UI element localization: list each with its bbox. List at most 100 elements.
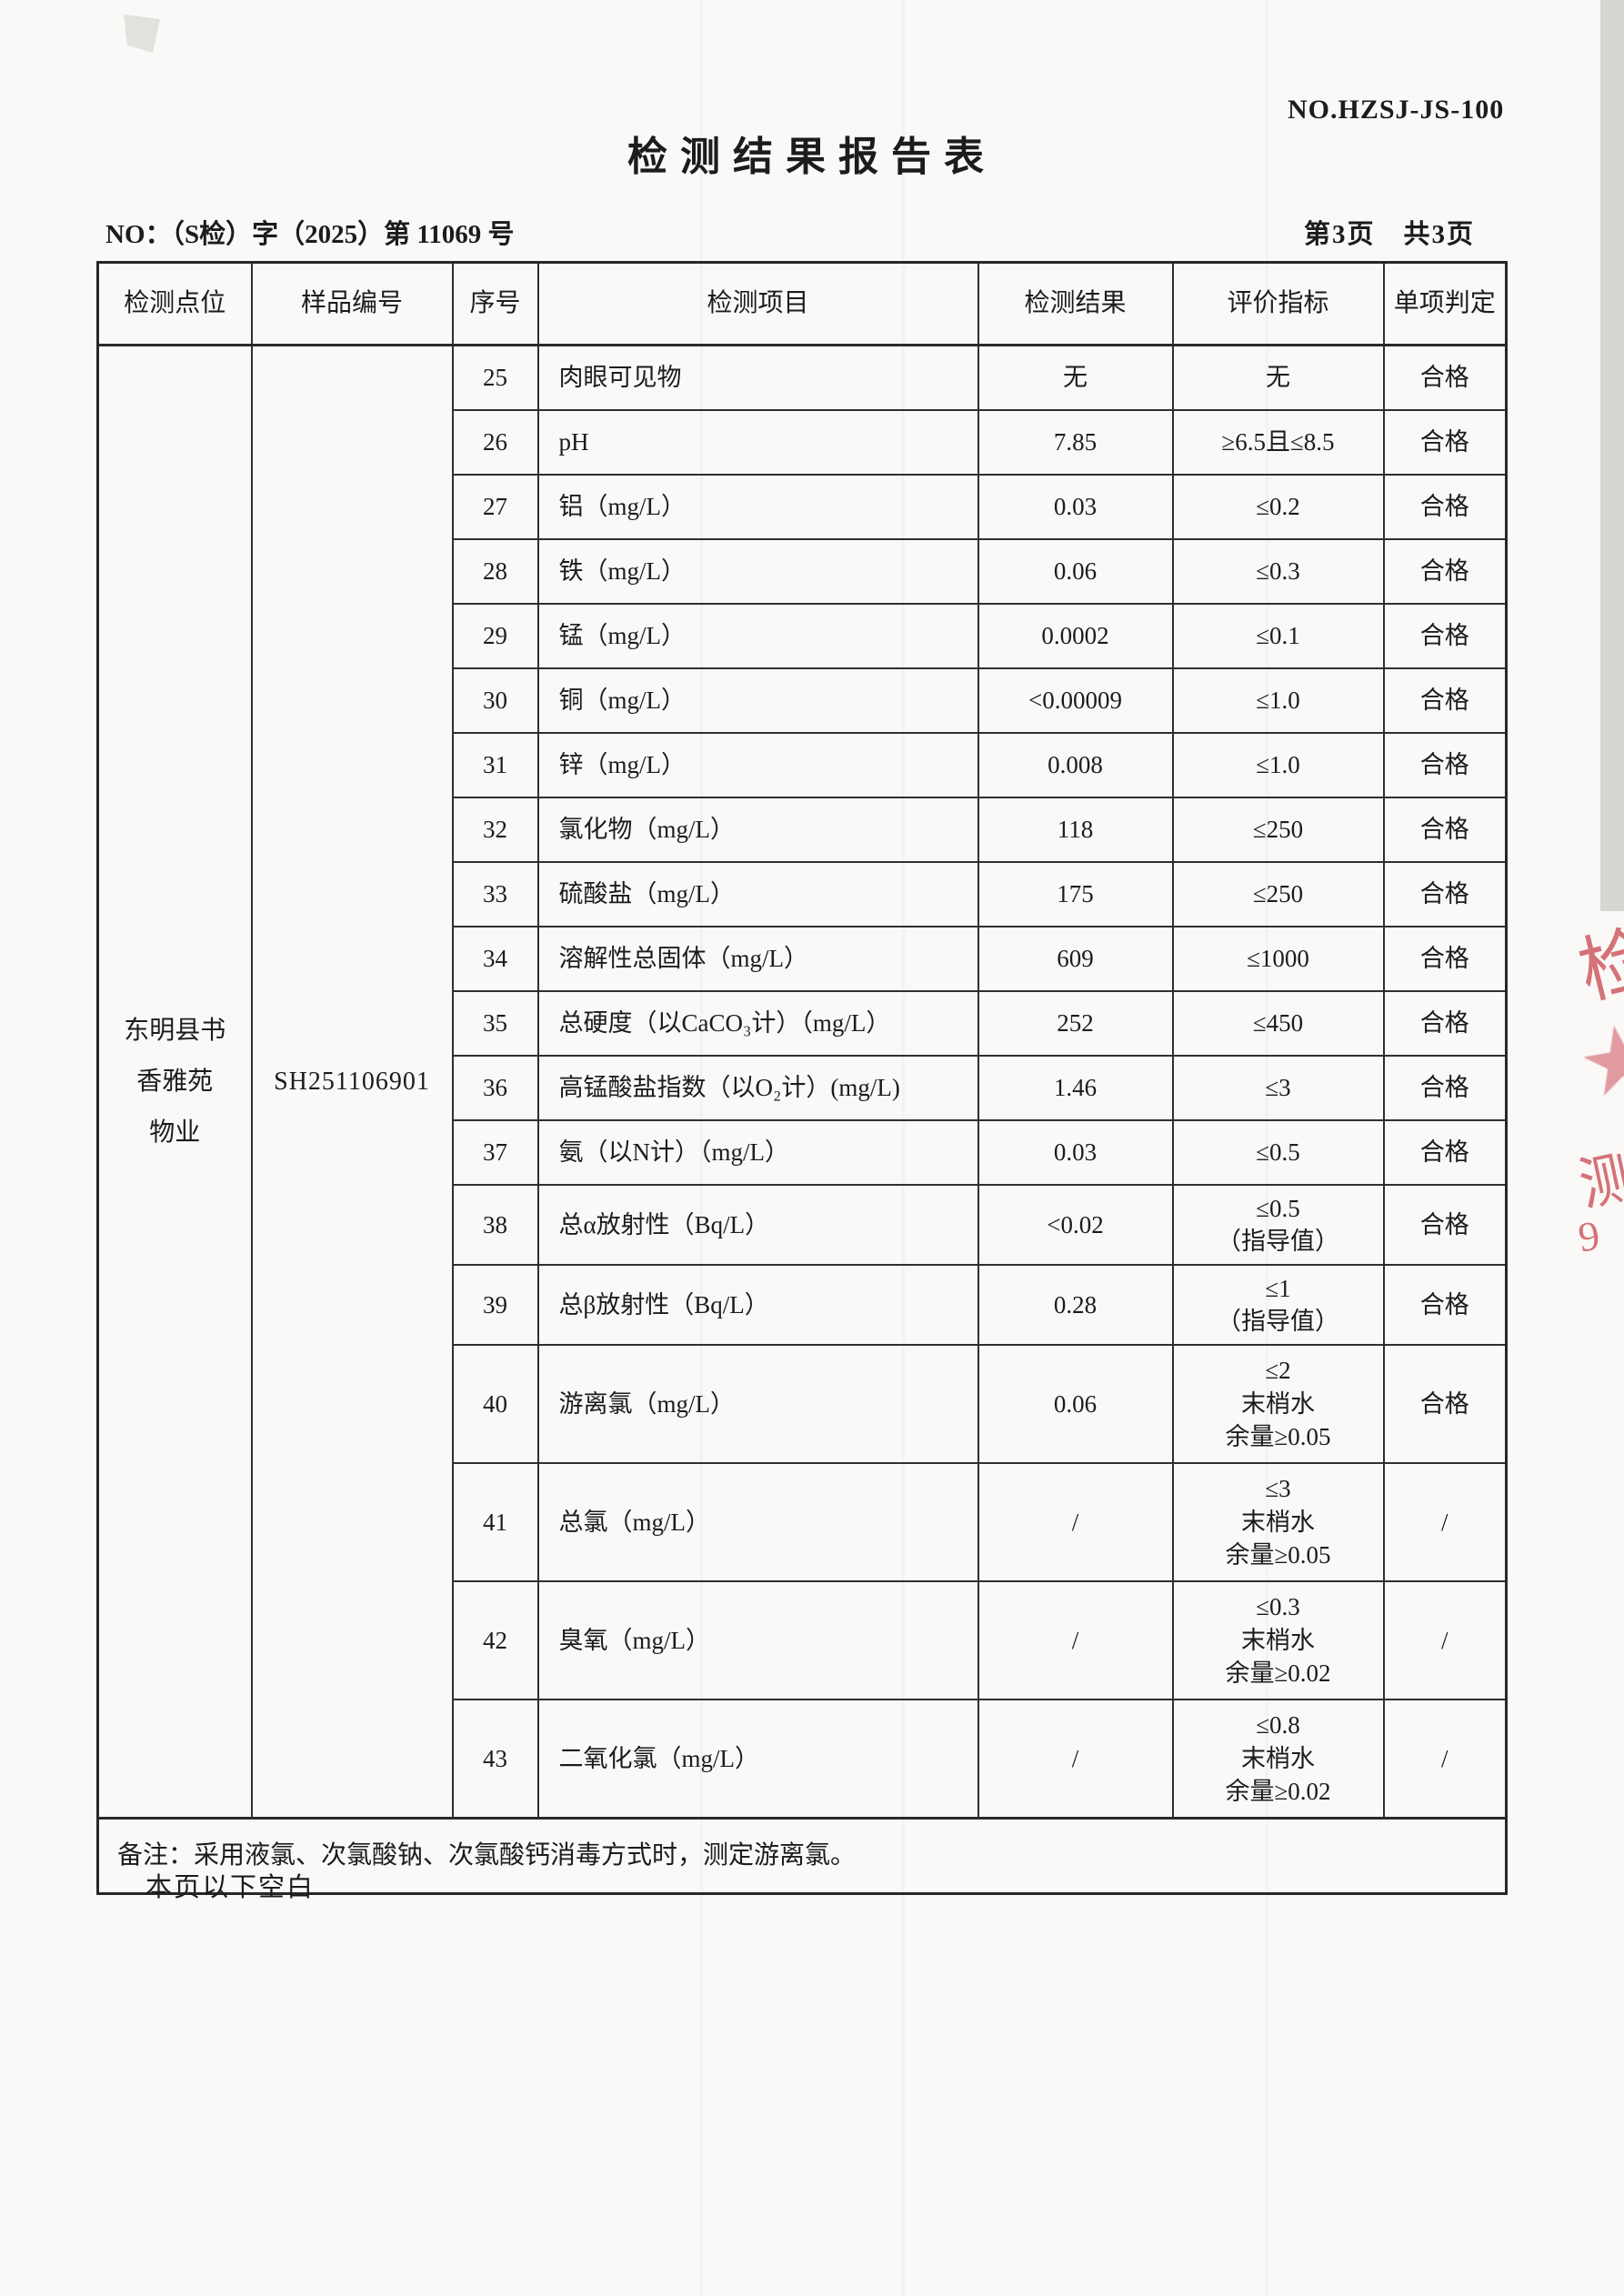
index-cell: 36: [451, 1055, 539, 1121]
table-row: 39 总β放射性（Bq/L） 0.28 ≤1 （指导值） 合格: [98, 1264, 1508, 1346]
index-cell: 29: [451, 603, 539, 669]
table-row: 27 铝（mg/L） 0.03 ≤0.2 合格: [98, 474, 1508, 540]
standard-cell: ≤250: [1171, 861, 1385, 927]
table-body: 东明县书 香雅苑 物业 SH251106901 25 肉眼可见物无无合格 26 pH 7.8…: [96, 344, 1508, 1895]
col-header-sample: 样品编号: [250, 261, 454, 346]
result-cell: 0.06: [977, 538, 1174, 605]
verdict-cell: 合格: [1382, 1344, 1508, 1464]
verdict-cell: 合格: [1382, 732, 1508, 798]
standard-cell: ≤0.5 （指导值）: [1171, 1184, 1385, 1266]
table-row: 34 溶解性总固体（mg/L） 609 ≤1000 合格: [98, 926, 1508, 992]
site-cell: 东明县书 香雅苑 物业: [96, 344, 253, 1820]
result-cell: 118: [977, 797, 1174, 863]
result-cell: 0.008: [977, 732, 1174, 798]
index-cell: 39: [451, 1264, 539, 1346]
item-cell: 高锰酸盐指数（以O₂计）(mg/L): [536, 1055, 979, 1121]
item-cell: 铜（mg/L）: [536, 667, 979, 734]
result-cell: 252: [977, 990, 1174, 1057]
table-row: 41 总氯（mg/L） / ≤3 末梢水 余量≥0.05/: [98, 1462, 1508, 1582]
index-cell: 43: [451, 1699, 539, 1820]
col-header-item: 检测项目: [536, 261, 979, 346]
index-cell: 42: [451, 1580, 539, 1700]
result-cell: <0.02: [977, 1184, 1174, 1266]
verdict-cell: 合格: [1382, 603, 1508, 669]
index-cell: 26: [451, 409, 539, 476]
verdict-cell: /: [1382, 1699, 1508, 1820]
item-cell: pH: [536, 409, 979, 476]
col-header-result: 检测结果: [977, 261, 1174, 346]
verdict-cell: 合格: [1382, 1055, 1508, 1121]
seal-character: 检: [1573, 918, 1624, 1015]
table-row: 43 二氧化氯（mg/L） / ≤0.8 末梢水 余量≥0.02/: [98, 1699, 1508, 1820]
standard-cell: ≤0.1: [1171, 603, 1385, 669]
standard-cell: ≤1000: [1171, 926, 1385, 992]
item-cell: 总氯（mg/L）: [536, 1462, 979, 1582]
verdict-cell: 合格: [1382, 474, 1508, 540]
verdict-cell: 合格: [1382, 797, 1508, 863]
item-cell: 锌（mg/L）: [536, 732, 979, 798]
standard-cell: ≤1 （指导值）: [1171, 1264, 1385, 1346]
index-cell: 27: [451, 474, 539, 540]
result-cell: /: [977, 1699, 1174, 1820]
result-cell: 7.85: [977, 409, 1174, 476]
table-row: 42 臭氧（mg/L） / ≤0.3 末梢水 余量≥0.02/: [98, 1580, 1508, 1700]
seal-character: 测: [1573, 1143, 1624, 1218]
item-cell: 总硬度（以CaCO₃计）（mg/L）: [536, 990, 979, 1057]
standard-cell: ≤0.8 末梢水 余量≥0.02: [1171, 1699, 1385, 1820]
table-row: 38 总α放射性（Bq/L） <0.02 ≤0.5 （指导值） 合格: [98, 1184, 1508, 1266]
scan-edge-shadow: [1600, 0, 1624, 911]
table-row: 32 氯化物（mg/L） 118 ≤250 合格: [98, 797, 1508, 863]
item-cell: 铝（mg/L）: [536, 474, 979, 540]
blank-page-note: 本页以下空白: [145, 1873, 316, 1902]
result-cell: /: [977, 1462, 1174, 1582]
col-header-index: 序号: [451, 261, 539, 346]
result-cell: 175: [977, 861, 1174, 927]
sample-id-cell: SH251106901: [250, 344, 454, 1820]
item-cell: 氨（以N计）（mg/L）: [536, 1119, 979, 1186]
standard-cell: ≤3 末梢水 余量≥0.05: [1171, 1462, 1385, 1582]
verdict-cell: 合格: [1382, 990, 1508, 1057]
col-header-standard: 评价指标: [1171, 261, 1385, 346]
page-indicator: 第3页 共3页: [1303, 220, 1475, 249]
standard-cell: ≤0.2: [1171, 474, 1385, 540]
item-cell: 二氧化氯（mg/L）: [536, 1699, 979, 1820]
result-cell: /: [977, 1580, 1174, 1700]
standard-cell: ≤1.0: [1171, 667, 1385, 734]
result-cell: 0.28: [977, 1264, 1174, 1346]
form-number: NO.HZSJ-JS-100: [1288, 95, 1505, 125]
index-cell: 30: [451, 667, 539, 734]
verdict-cell: 合格: [1382, 344, 1508, 411]
table-row: 36 高锰酸盐指数（以O₂计）(mg/L) 1.46 ≤3 合格: [98, 1055, 1508, 1121]
verdict-cell: 合格: [1382, 1264, 1508, 1346]
standard-cell: 无: [1171, 344, 1385, 411]
standard-cell: ≥6.5且≤8.5: [1171, 409, 1385, 476]
page-title: 检测结果报告表: [627, 135, 997, 179]
table-row: 40 游离氯（mg/L） 0.06 ≤2 末梢水 余量≥0.05 合格: [98, 1344, 1508, 1464]
subheader-row: NO：（S检）字（2025）第 11069 号 第3页 共3页: [105, 213, 1475, 251]
item-cell: 锰（mg/L）: [536, 603, 979, 669]
verdict-cell: 合格: [1382, 861, 1508, 927]
table-row: 31 锌（mg/L） 0.008 ≤1.0 合格: [98, 732, 1508, 798]
index-cell: 25: [451, 344, 539, 411]
item-cell: 铁（mg/L）: [536, 538, 979, 605]
verdict-cell: /: [1382, 1580, 1508, 1700]
standard-cell: ≤0.3 末梢水 余量≥0.02: [1171, 1580, 1385, 1700]
table-row: 33 硫酸盐（mg/L） 175 ≤250 合格: [98, 861, 1508, 927]
item-cell: 肉眼可见物: [536, 344, 979, 411]
table-row: 东明县书 香雅苑 物业 SH251106901 25 肉眼可见物无无合格: [96, 344, 1508, 1820]
standard-cell: ≤250: [1171, 797, 1385, 863]
item-cell: 总α放射性（Bq/L）: [536, 1184, 979, 1266]
result-cell: 1.46: [977, 1055, 1174, 1121]
verdict-cell: 合格: [1382, 409, 1508, 476]
result-cell: 609: [977, 926, 1174, 992]
result-cell: 0.0002: [977, 603, 1174, 669]
index-cell: 37: [451, 1119, 539, 1186]
note-cell: 备注：采用液氯、次氯酸钠、次氯酸钙消毒方式时，测定游离氯。: [96, 1817, 1508, 1895]
standard-cell: ≤2 末梢水 余量≥0.05: [1171, 1344, 1385, 1464]
col-header-verdict: 单项判定: [1382, 261, 1508, 346]
standard-cell: ≤0.5: [1171, 1119, 1385, 1186]
table-row: 26 pH 7.85 ≥6.5且≤8.5 合格: [98, 409, 1508, 476]
index-cell: 41: [451, 1462, 539, 1582]
note-row: 备注：采用液氯、次氯酸钠、次氯酸钙消毒方式时，测定游离氯。: [96, 1817, 1508, 1895]
